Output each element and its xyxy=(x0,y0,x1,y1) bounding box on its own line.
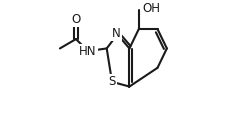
Text: N: N xyxy=(112,27,121,40)
Text: O: O xyxy=(71,13,81,26)
Text: S: S xyxy=(108,75,116,88)
Text: OH: OH xyxy=(142,2,160,15)
Text: HN: HN xyxy=(79,45,97,58)
